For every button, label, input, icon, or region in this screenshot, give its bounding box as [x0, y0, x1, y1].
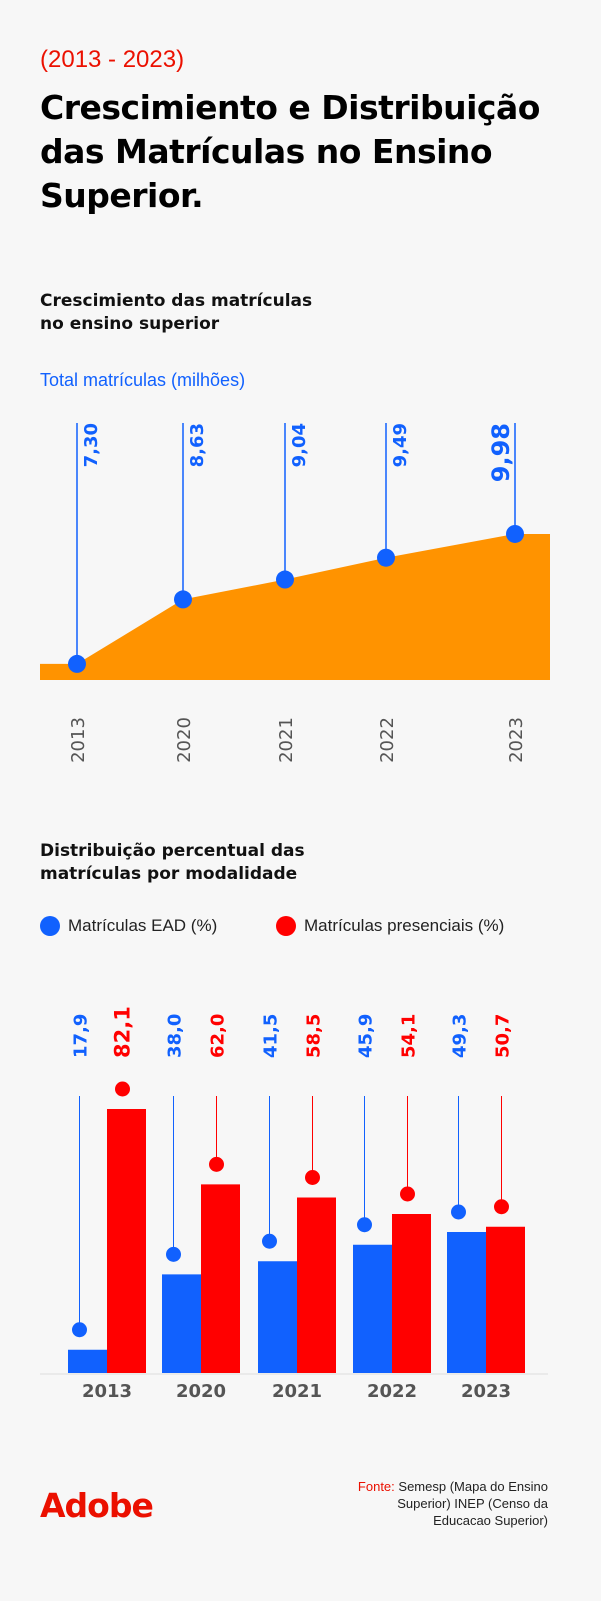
bar-chart-title: Distribuição percentual das matrículas p…: [40, 841, 305, 884]
legend-label-ead: Matrículas EAD (%): [68, 916, 218, 935]
page-title: Crescimiento e Distribuição das Matrícul…: [40, 88, 540, 215]
x-tick-label: 2013: [68, 717, 89, 763]
date-range: (2013 - 2023): [40, 46, 185, 73]
x-tick-label: 2023: [506, 717, 527, 763]
data-point: [174, 590, 192, 609]
legend-item-presencial: Matrículas presenciais (%): [276, 916, 504, 936]
bar-ead: [353, 1244, 392, 1373]
legend-label-presencial: Matrículas presenciais (%): [304, 916, 505, 935]
data-label: 50,7: [493, 1014, 514, 1058]
data-point: [305, 1170, 320, 1185]
data-point: [262, 1233, 277, 1249]
x-tick-label: 2021: [272, 1381, 322, 1402]
adobe-logo: Adobe: [40, 1486, 154, 1525]
data-point: [451, 1204, 466, 1220]
source-text: Semesp (Mapa do Ensino Superior) INEP (C…: [397, 1479, 548, 1528]
data-point: [377, 548, 395, 567]
bar-presencial: [201, 1184, 240, 1373]
data-point: [276, 570, 294, 589]
data-label: 54,1: [399, 1014, 420, 1058]
data-point: [72, 1322, 87, 1338]
legend-swatch-presencial: [276, 916, 296, 936]
data-label: 9,04: [289, 423, 310, 467]
x-tick-label: 2023: [461, 1381, 511, 1402]
data-label: 8,63: [187, 423, 208, 467]
legend-swatch-ead: [40, 916, 60, 936]
data-label: 49,3: [450, 1014, 471, 1058]
area-fill: [40, 533, 550, 680]
bar-presencial: [107, 1109, 146, 1373]
area-chart-title: Crescimiento das matrículas no ensino su…: [40, 291, 313, 334]
bar-presencial: [392, 1214, 431, 1373]
data-point: [357, 1217, 372, 1233]
data-point: [209, 1156, 224, 1172]
data-label: 7,30: [81, 423, 102, 467]
source-note: Fonte: Semesp (Mapa do Ensino Superior) …: [348, 1478, 548, 1529]
data-label: 9,98: [487, 423, 515, 482]
x-tick-label: 2022: [377, 717, 398, 763]
data-label: 58,5: [304, 1014, 325, 1058]
data-point: [166, 1246, 181, 1262]
data-label: 82,1: [111, 1006, 135, 1058]
data-point: [494, 1199, 509, 1215]
bar-ead: [162, 1274, 201, 1373]
data-label: 62,0: [208, 1014, 229, 1058]
source-label: Fonte:: [357, 1479, 395, 1494]
data-point: [68, 654, 86, 673]
data-label: 9,49: [390, 423, 411, 467]
data-point: [400, 1186, 415, 1202]
bar-presencial: [297, 1197, 336, 1373]
x-tick-label: 2022: [367, 1381, 417, 1402]
x-tick-label: 2013: [82, 1381, 132, 1402]
bar-ead: [447, 1232, 486, 1373]
area-chart-ylabel: Total matrículas (milhões): [40, 370, 246, 390]
data-label: 41,5: [261, 1014, 282, 1058]
data-label: 38,0: [165, 1014, 186, 1058]
data-label: 17,9: [71, 1014, 92, 1058]
bar-presencial: [486, 1226, 525, 1373]
data-point: [115, 1081, 130, 1097]
bar-ead: [258, 1261, 297, 1373]
bar-ead: [68, 1349, 107, 1373]
x-tick-label: 2021: [276, 717, 297, 763]
data-point: [506, 524, 524, 543]
data-label: 45,9: [356, 1014, 377, 1058]
legend-item-ead: Matrículas EAD (%): [40, 916, 217, 936]
x-tick-label: 2020: [176, 1381, 226, 1402]
x-tick-label: 2020: [174, 717, 195, 763]
